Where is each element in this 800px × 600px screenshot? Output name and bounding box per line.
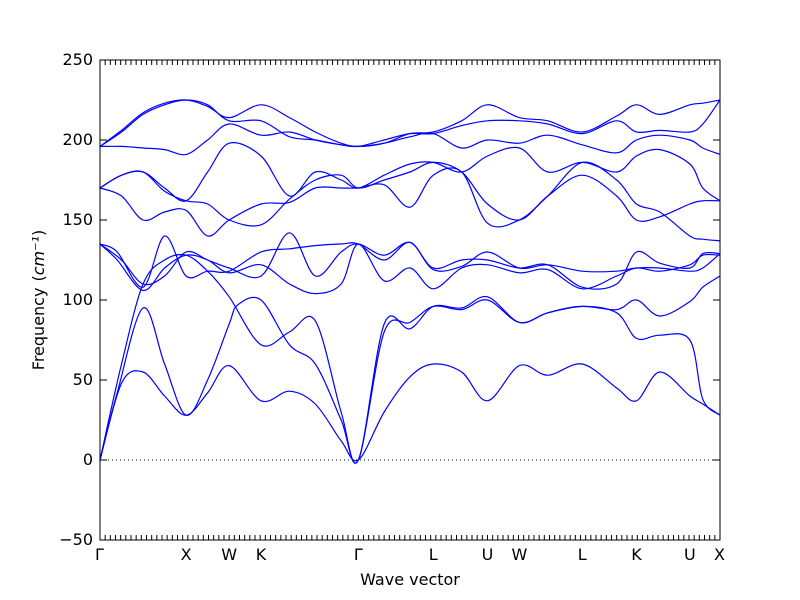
x-axis-label: Wave vector: [360, 570, 460, 589]
x-tick-label: W: [221, 545, 237, 564]
band-line-11: [99, 99, 721, 148]
x-tick-label: K: [256, 545, 267, 564]
band-line-5: [99, 235, 721, 288]
band-line-3: [99, 253, 721, 464]
x-tick-label: X: [714, 545, 725, 564]
y-tick-label: 0: [83, 450, 93, 469]
band-line-7: [99, 161, 721, 242]
x-tick-label: X: [181, 545, 192, 564]
y-tick-labels: −50 0 50 100 150 200 250: [59, 50, 93, 549]
band-line-6: [99, 232, 721, 290]
band-line-9: [99, 142, 721, 202]
band-line-12: [99, 99, 721, 147]
y-tick-label: −50: [59, 530, 93, 549]
bands-layer: [99, 99, 721, 464]
y-axis-label: Frequency (cm⁻¹): [29, 230, 48, 370]
band-line-1: [99, 363, 721, 462]
y-tick-label: 50: [73, 370, 93, 389]
y-tick-label: 200: [62, 130, 93, 149]
x-tick-label: W: [511, 545, 527, 564]
x-tick-label: Γ: [354, 545, 363, 564]
y-axis-label-text: Frequency: [29, 288, 48, 371]
y-axis-unit: cm⁻¹: [29, 236, 48, 275]
band-line-10: [99, 123, 721, 156]
band-line-8: [99, 161, 721, 227]
y-tick-label: 100: [62, 290, 93, 309]
band-line-2: [99, 275, 721, 464]
x-tick-label: U: [482, 545, 494, 564]
x-tick-label: U: [684, 545, 696, 564]
x-tick-label: L: [429, 545, 438, 564]
y-tick-label: 250: [62, 50, 93, 69]
plot-frame: [99, 59, 721, 541]
x-tick-label: Γ: [95, 545, 104, 564]
y-axis-label-unit: (cm⁻¹): [29, 230, 48, 282]
y-tick-label: 150: [62, 210, 93, 229]
x-tick-label: K: [631, 545, 642, 564]
ticks-layer: [99, 59, 721, 541]
x-tick-label: L: [578, 545, 587, 564]
